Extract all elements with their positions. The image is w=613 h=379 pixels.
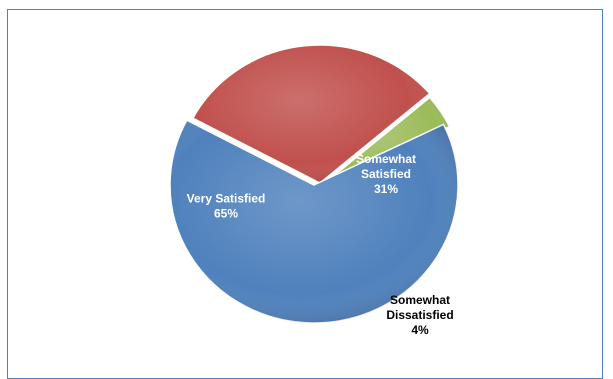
data-label-somewhat-satisfied: Somewhat Satisfied 31% [356, 152, 416, 196]
pie-chart: Very Satisfied 65% Somewhat Satisfied 31% Som… [169, 44, 459, 337]
data-label-somewhat-dissatisfied: Somewhat Dissatisfied 4% [386, 293, 453, 337]
pie-slice-shading [192, 44, 430, 183]
data-label-very-satisfied: Very Satisfied 65% [187, 192, 266, 221]
pie-slice-shading [169, 120, 459, 323]
pie-slice-shading [320, 97, 450, 187]
